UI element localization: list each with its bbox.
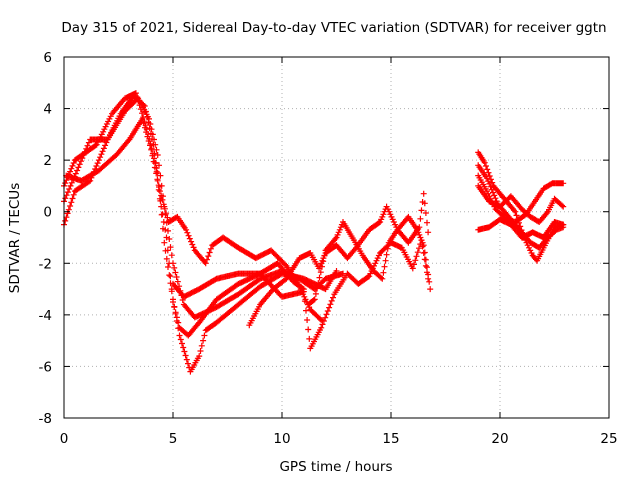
scatter-marks <box>170 237 432 352</box>
series-track-7 <box>305 213 434 308</box>
y-tick-label: 2 <box>43 153 52 169</box>
y-tick-label: 6 <box>43 50 52 66</box>
series-track-12 <box>475 172 567 225</box>
chart-title: Day 315 of 2021, Sidereal Day-to-day VTE… <box>61 20 606 36</box>
scatter-marks <box>475 172 567 225</box>
x-tick-labels: 0 5 10 15 20 25 <box>60 431 618 447</box>
series-track-3 <box>61 90 340 375</box>
axis-ticks <box>63 56 610 419</box>
plot-area <box>63 56 610 419</box>
x-tick-label: 20 <box>491 431 508 447</box>
x-tick-label: 15 <box>382 431 399 447</box>
y-tick-label: -8 <box>39 411 52 427</box>
y-axis-label: SDTVAR / TECUs <box>7 183 23 293</box>
y-tick-label: 4 <box>43 102 52 118</box>
grid-lines <box>64 57 609 418</box>
scatter-marks <box>61 90 340 375</box>
scatter-marks <box>305 213 434 308</box>
series-track-4 <box>63 115 325 323</box>
y-tick-label: -2 <box>39 256 52 272</box>
y-tick-label: 0 <box>43 205 52 221</box>
data-marks <box>61 90 567 375</box>
y-tick-label: -4 <box>39 308 52 324</box>
y-tick-label: -6 <box>39 359 52 375</box>
x-tick-label: 5 <box>169 431 178 447</box>
x-axis-label: GPS time / hours <box>279 459 392 475</box>
y-tick-labels: -8 -6 -4 -2 0 2 4 6 <box>39 50 52 427</box>
series-track-6 <box>246 190 432 329</box>
scatter-marks <box>63 115 325 323</box>
x-tick-label: 25 <box>600 431 617 447</box>
series-track-5 <box>170 237 432 352</box>
x-tick-label: 10 <box>273 431 290 447</box>
scatter-marks <box>246 190 432 329</box>
x-tick-label: 0 <box>60 431 69 447</box>
